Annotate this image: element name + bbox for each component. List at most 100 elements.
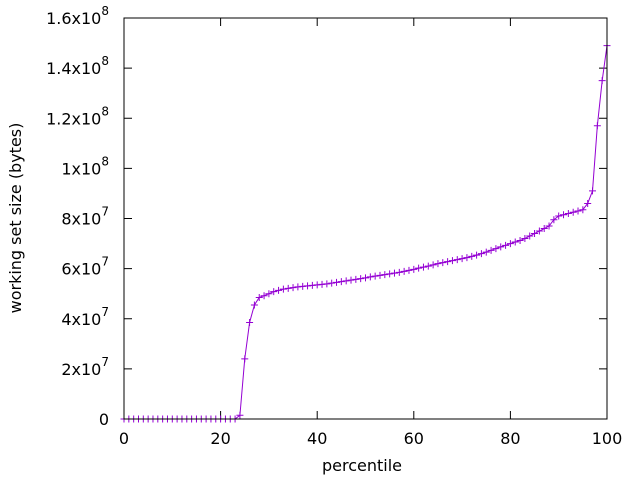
data-point-marker — [560, 211, 568, 219]
y-tick-label: 6x107 — [61, 255, 109, 279]
data-point-marker — [405, 266, 413, 274]
data-point-marker — [366, 273, 374, 281]
y-axis-title: working set size (bytes) — [6, 123, 25, 314]
y-tick-exponent: 8 — [101, 104, 109, 118]
data-point-marker — [439, 259, 447, 267]
x-tick-label: 100 — [592, 429, 623, 448]
data-point-marker — [463, 254, 471, 262]
data-point-marker — [506, 240, 514, 248]
data-point-marker — [333, 278, 341, 286]
data-point-marker — [419, 263, 427, 271]
data-point-marker — [545, 222, 553, 230]
data-point-marker — [477, 250, 485, 258]
y-tick-label: 8x107 — [61, 205, 109, 229]
data-point-marker — [246, 319, 254, 327]
data-point-marker — [574, 207, 582, 215]
data-point-marker — [410, 265, 418, 273]
data-point-marker — [236, 411, 244, 419]
data-point-marker — [473, 251, 481, 259]
data-point-marker — [308, 281, 316, 289]
data-point-marker — [453, 256, 461, 264]
data-point-marker — [313, 281, 321, 289]
data-point-marker — [390, 269, 398, 277]
data-point-marker — [255, 293, 263, 301]
y-tick-label: 0 — [99, 410, 109, 429]
data-point-marker — [424, 262, 432, 270]
data-point-marker — [357, 275, 365, 283]
data-point-marker — [598, 77, 606, 85]
data-point-marker — [521, 235, 529, 243]
data-point-marker — [468, 252, 476, 260]
x-axis-title: percentile — [322, 456, 402, 475]
data-point-marker — [589, 187, 597, 195]
data-point-marker — [593, 122, 601, 130]
y-tick-exponent: 7 — [101, 305, 109, 319]
data-point-marker — [535, 227, 543, 235]
data-point-marker — [284, 284, 292, 292]
data-point-marker — [540, 225, 548, 233]
data-point-marker — [415, 264, 423, 272]
data-point-marker — [250, 301, 258, 309]
y-tick-exponent: 7 — [101, 205, 109, 219]
data-point-marker — [362, 274, 369, 282]
data-point-marker — [395, 268, 403, 276]
data-point-marker — [275, 286, 283, 294]
data-point-marker — [482, 248, 490, 256]
data-point-marker — [241, 355, 249, 363]
data-point-marker — [502, 241, 510, 249]
data-point-marker — [352, 275, 360, 283]
x-tick-label: 0 — [119, 429, 129, 448]
data-point-marker — [299, 282, 307, 290]
data-point-marker — [279, 285, 287, 293]
data-point-marker — [323, 280, 331, 288]
x-tick-label: 60 — [404, 429, 424, 448]
data-point-marker — [260, 292, 268, 300]
data-point-marker — [328, 279, 336, 287]
data-point-marker — [318, 280, 326, 288]
data-point-marker — [531, 230, 539, 238]
data-point-marker — [342, 277, 350, 285]
data-point-marker — [304, 282, 312, 290]
data-point-marker — [550, 216, 558, 224]
data-point-marker — [371, 272, 379, 280]
data-point-marker — [564, 209, 572, 217]
y-tick-label: 4x107 — [61, 305, 109, 329]
data-point-marker — [555, 212, 563, 220]
data-point-marker — [381, 271, 389, 279]
data-point-marker — [347, 276, 355, 284]
data-point-marker — [579, 206, 587, 214]
data-point-marker — [497, 243, 505, 251]
data-point-marker — [584, 199, 592, 207]
y-tick-exponent: 8 — [101, 4, 109, 18]
x-tick-label: 40 — [307, 429, 327, 448]
data-point-marker — [458, 255, 466, 263]
data-point-marker — [265, 290, 273, 298]
data-point-marker — [434, 260, 442, 268]
y-tick-label: 1.6x108 — [46, 4, 109, 28]
y-tick-exponent: 8 — [101, 154, 109, 168]
plot-area-frame — [123, 17, 608, 420]
data-point-marker — [400, 267, 408, 275]
y-tick-label: 1.4x108 — [46, 54, 109, 78]
x-tick-label: 80 — [500, 429, 520, 448]
data-point-marker — [376, 271, 384, 279]
data-point-marker — [511, 238, 519, 246]
y-axis-ticks: 0 2x107 4x107 6x107 8x107 1x108 1.2x108 1.4x108… — [46, 4, 607, 429]
data-point-marker — [337, 278, 345, 286]
data-point-marker — [526, 232, 534, 240]
data-point-marker — [270, 288, 278, 296]
data-point-marker — [448, 257, 456, 265]
data-point-marker — [569, 208, 577, 216]
data-point-marker — [289, 284, 297, 292]
x-tick-label: 20 — [210, 429, 230, 448]
y-tick-label: 2x107 — [61, 355, 109, 379]
data-point-marker — [516, 237, 524, 245]
x-axis-ticks: 0 20 40 60 80 100 — [119, 18, 622, 448]
y-tick-label: 1.2x108 — [46, 104, 109, 128]
data-point-marker — [386, 270, 394, 278]
data-point-marker — [492, 245, 500, 253]
y-tick-label: 1x108 — [61, 154, 109, 178]
y-tick-exponent: 8 — [101, 54, 109, 68]
data-point-marker — [429, 261, 437, 269]
